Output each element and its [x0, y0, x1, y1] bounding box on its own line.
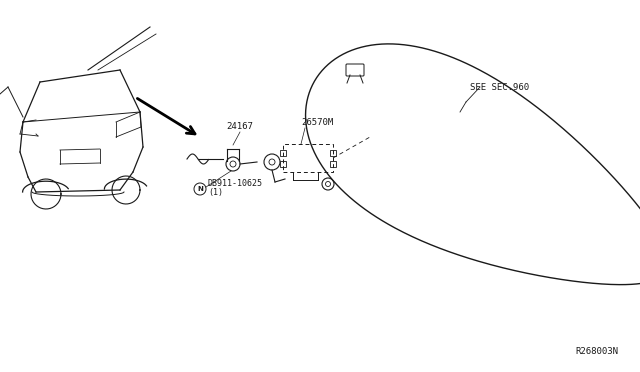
Text: R268003N: R268003N: [575, 347, 618, 356]
Bar: [330, 150, 336, 156]
Text: N: N: [197, 186, 203, 192]
Text: 24167: 24167: [227, 122, 253, 131]
Bar: [280, 150, 286, 156]
Bar: [330, 161, 336, 167]
Bar: [280, 161, 286, 167]
Bar: [283, 144, 333, 172]
Text: DB911-10625: DB911-10625: [208, 179, 263, 188]
Text: 26570M: 26570M: [301, 118, 333, 127]
Text: (1): (1): [208, 188, 223, 197]
Text: SEE SEC.960: SEE SEC.960: [470, 83, 529, 92]
